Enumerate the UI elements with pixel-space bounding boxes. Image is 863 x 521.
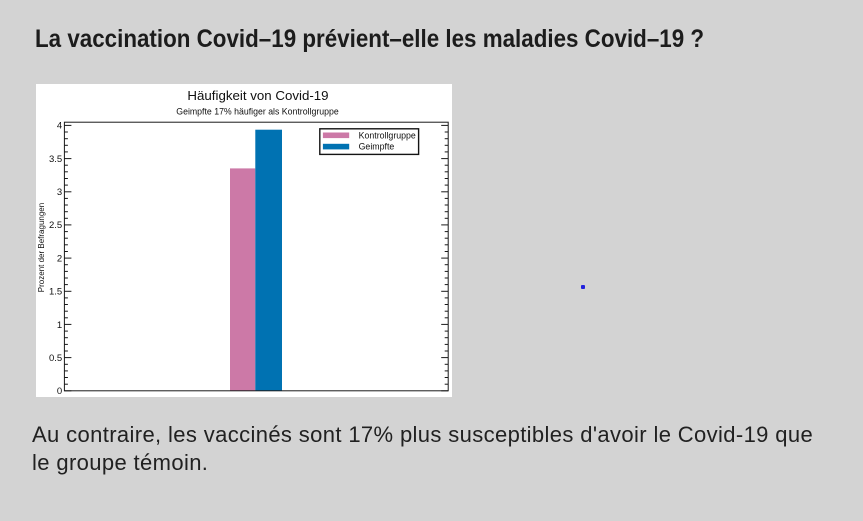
svg-text:2.5: 2.5 [49, 220, 62, 231]
svg-text:Geimpfte 17% häufiger als Kont: Geimpfte 17% häufiger als Kontrollgruppe [176, 107, 339, 117]
svg-text:0.5: 0.5 [49, 353, 62, 364]
svg-text:1.5: 1.5 [49, 287, 62, 298]
svg-text:4: 4 [57, 121, 62, 132]
svg-text:Prozent der Befragungen: Prozent der Befragungen [37, 203, 46, 292]
svg-text:Kontrollgruppe: Kontrollgruppe [359, 130, 416, 140]
svg-text:Geimpfte: Geimpfte [359, 142, 395, 152]
svg-text:1: 1 [57, 320, 62, 331]
svg-text:0: 0 [57, 386, 62, 397]
svg-text:3: 3 [57, 187, 62, 198]
svg-text:Häufigkeit von Covid-19: Häufigkeit von Covid-19 [187, 88, 328, 103]
svg-text:3.5: 3.5 [49, 154, 62, 165]
svg-text:2: 2 [57, 253, 62, 264]
